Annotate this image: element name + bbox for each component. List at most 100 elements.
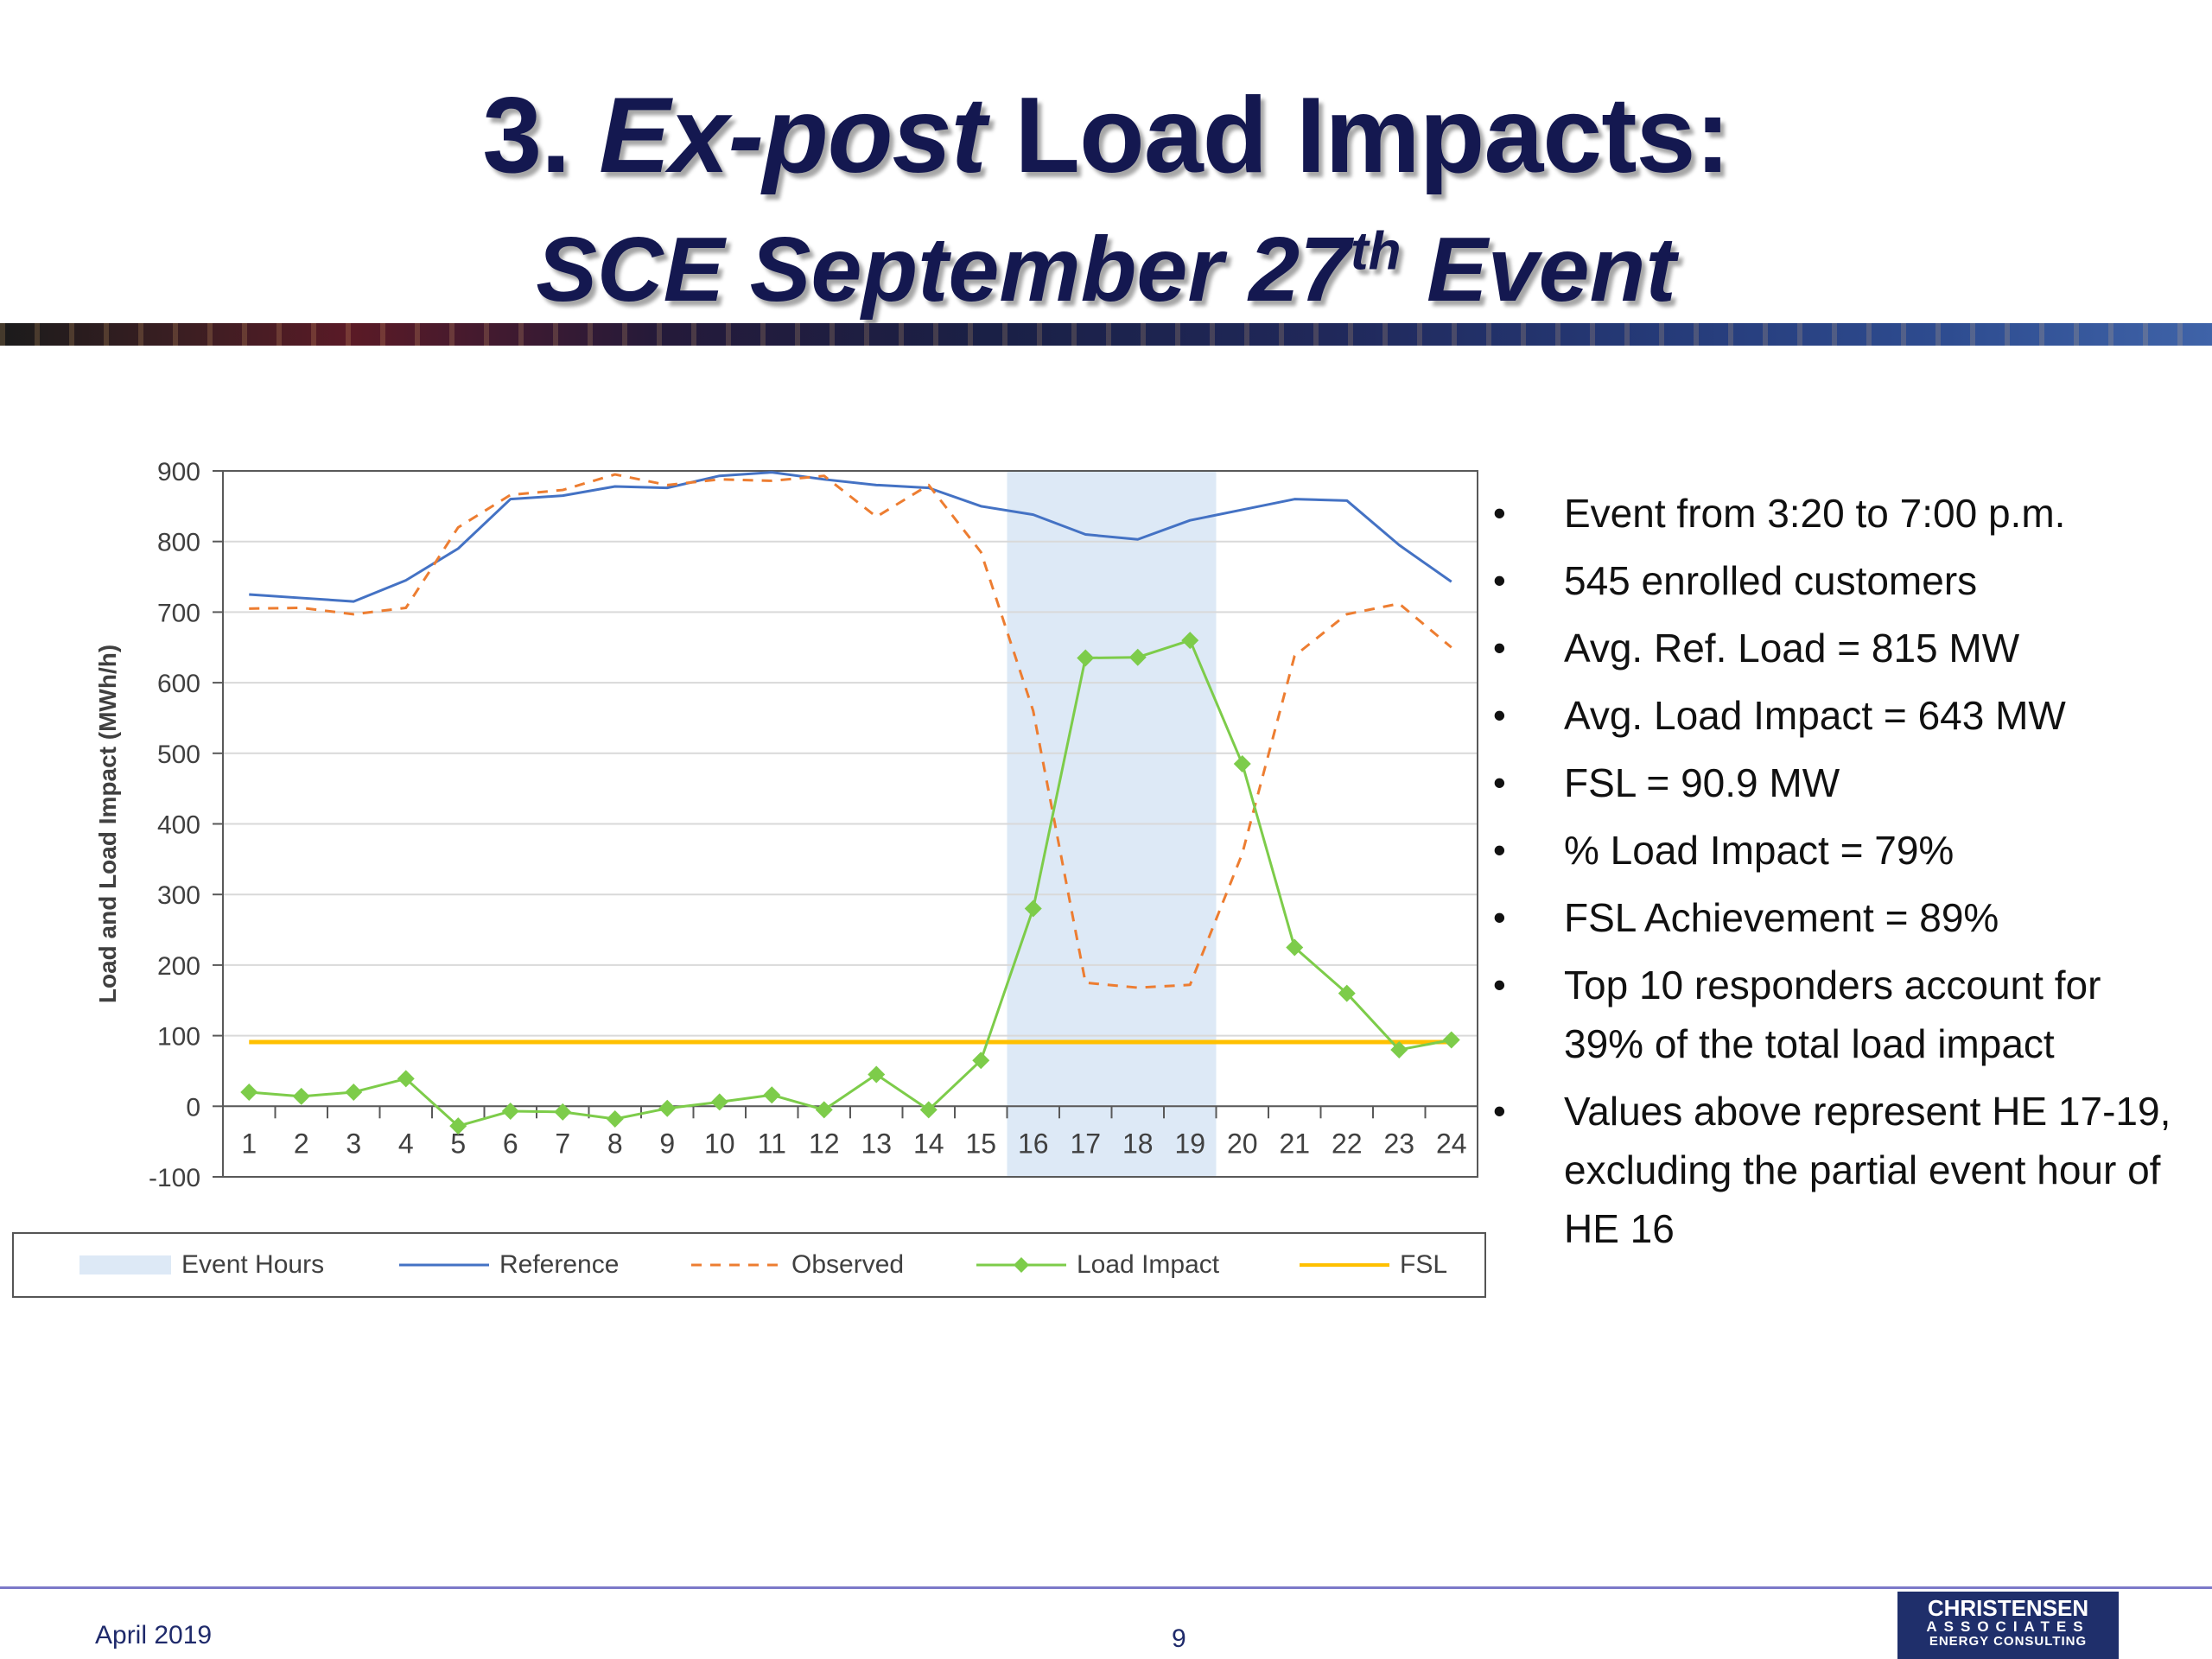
x-tick-label: 1 [241,1128,257,1159]
series-line-load-impact [249,639,1452,1128]
x-tick-label: 14 [913,1128,944,1159]
legend-label-fsl: FSL [1400,1250,1448,1279]
bullet-pct-load-impact: % Load Impact = 79% [1493,821,2184,880]
bullet-event-time: Event from 3:20 to 7:00 p.m. [1493,484,2184,543]
data-point-load-impact [1286,938,1304,957]
x-tick-label: 13 [861,1128,892,1159]
x-tick-label: 2 [294,1128,309,1159]
y-tick-label: 200 [157,952,200,981]
data-point-load-impact [1077,649,1095,667]
legend-item-load-impact: Load Impact [976,1234,1219,1296]
x-tick-label: 5 [450,1128,466,1159]
data-point-load-impact [763,1086,781,1104]
x-tick-label: 10 [704,1128,735,1159]
slide-subtitle: SCE September 27th Event [0,218,2212,322]
data-point-load-impact [1442,1031,1460,1049]
legend-label-observed: Observed [791,1250,905,1279]
legend-label-event-hours: Event Hours [181,1250,325,1279]
y-tick-label: 0 [186,1093,200,1122]
y-tick-label: 900 [157,458,200,486]
data-point-load-impact [345,1083,363,1101]
x-tick-label: 11 [758,1128,786,1159]
y-tick-label: 600 [157,670,200,698]
bullet-top-responders: Top 10 responders account for 39% of the… [1493,956,2184,1073]
y-tick-label: -100 [149,1164,200,1192]
bullet-values-note: Values above represent HE 17-19, excludi… [1493,1082,2184,1258]
slide-title-italic: Ex-post [599,76,987,195]
slide-subtitle-sup: th [1350,221,1402,282]
data-point-load-impact [292,1087,310,1105]
x-tick-label: 15 [965,1128,996,1159]
legend-swatch-event-hours [79,1255,171,1274]
y-tick-label: 100 [157,1023,200,1052]
legend-swatch-load-impact [976,1257,1066,1273]
x-tick-label: 21 [1279,1128,1310,1159]
x-tick-label: 9 [659,1128,675,1159]
legend-label-load-impact: Load Impact [1077,1250,1220,1279]
data-point-load-impact [815,1101,833,1119]
data-point-load-impact [1338,984,1356,1002]
y-tick-label: 700 [157,599,200,627]
slide-title-number: 3. [482,76,600,195]
x-tick-label: 7 [555,1128,570,1159]
data-point-load-impact [710,1093,728,1111]
data-point-load-impact [658,1099,677,1117]
x-tick-label: 23 [1383,1128,1414,1159]
data-point-load-impact [397,1070,415,1088]
data-point-load-impact [1181,632,1199,650]
x-tick-label: 19 [1174,1128,1205,1159]
y-tick-label: 500 [157,741,200,769]
bullet-fsl-achievement: FSL Achievement = 89% [1493,888,2184,947]
data-point-load-impact [240,1083,258,1101]
x-tick-label: 3 [346,1128,361,1159]
y-tick-label: 800 [157,529,200,557]
page-number: 9 [1172,1624,1186,1653]
logo-line-2: ASSOCIATES [1926,1618,2090,1635]
y-tick-label: 300 [157,881,200,910]
data-point-load-impact [972,1052,990,1070]
x-tick-label: 24 [1436,1128,1467,1159]
data-point-load-impact [501,1103,519,1121]
slide-title: 3. Ex-post Load Impacts: [0,74,2212,197]
chart-legend: Event Hours Reference Observed Load Impa… [12,1232,1486,1298]
x-tick-label: 8 [607,1128,623,1159]
y-tick-label: 400 [157,811,200,840]
footer-divider [0,1586,2212,1589]
x-tick-label: 16 [1018,1128,1049,1159]
legend-item-fsl: FSL [1300,1234,1447,1296]
y-axis-title: Load and Load Impact (MWh/h) [94,645,121,1003]
slide-title-rest: Load Impacts: [985,76,1731,195]
data-point-load-impact [449,1117,467,1135]
x-tick-label: 20 [1227,1128,1258,1159]
data-point-load-impact [554,1103,572,1121]
summary-bullet-list: Event from 3:20 to 7:00 p.m. 545 enrolle… [1493,484,2184,1267]
series-line-observed [249,473,1452,989]
logo-line-1: CHRISTENSEN [1927,1595,2089,1621]
company-logo: CHRISTENSEN ASSOCIATES ENERGY CONSULTING [1897,1592,2119,1659]
x-tick-label: 18 [1122,1128,1154,1159]
plot-area-border [222,470,1478,1178]
data-point-load-impact [1390,1040,1408,1058]
slide-subtitle-end: Event [1401,219,1676,321]
data-point-load-impact [919,1101,938,1119]
bullet-avg-load-impact: Avg. Load Impact = 643 MW [1493,686,2184,745]
data-point-load-impact [868,1065,886,1084]
bullet-enrolled-customers: 545 enrolled customers [1493,551,2184,610]
data-point-load-impact [1233,755,1251,773]
legend-item-observed: Observed [691,1234,904,1296]
legend-swatch-reference [399,1263,489,1267]
header-banner [0,323,2212,346]
legend-swatch-fsl [1300,1263,1389,1267]
legend-item-event-hours: Event Hours [79,1234,324,1296]
legend-swatch-observed [691,1263,781,1267]
x-tick-label: 4 [398,1128,414,1159]
x-tick-label: 12 [809,1128,840,1159]
data-point-load-impact [1024,899,1042,918]
data-point-load-impact [1128,648,1147,666]
logo-line-3: ENERGY CONSULTING [1929,1634,2088,1649]
x-tick-label: 6 [503,1128,518,1159]
x-tick-label: 22 [1332,1128,1363,1159]
x-tick-label: 17 [1070,1128,1101,1159]
footer-date: April 2019 [95,1621,213,1649]
